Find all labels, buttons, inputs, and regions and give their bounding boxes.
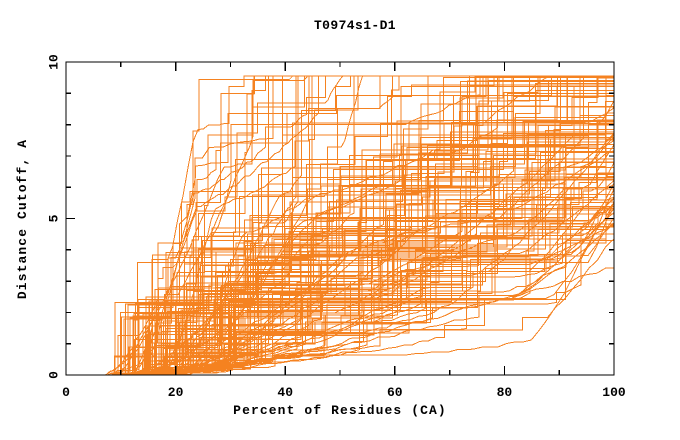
data-curve: [159, 83, 614, 376]
data-curve: [117, 76, 293, 376]
data-curve: [148, 124, 614, 375]
data-curve: [105, 75, 358, 376]
data-curve: [115, 191, 615, 374]
data-curve: [146, 106, 614, 376]
plot-frame: [65, 61, 615, 376]
data-curve: [134, 76, 299, 376]
x-tick-label-0: 0: [62, 385, 70, 400]
y-axis-label: Distance Cutoff, A: [15, 139, 30, 299]
data-curve: [107, 75, 309, 376]
data-curve: [172, 75, 614, 376]
data-curve: [146, 206, 614, 376]
page-title: T0974s1-D1: [314, 18, 396, 33]
x-tick-label-100: 100: [602, 385, 626, 400]
y-tick-label-10: 10: [47, 54, 62, 70]
data-curve: [111, 205, 615, 374]
data-curve: [167, 122, 614, 376]
data-curve: [150, 150, 614, 376]
data-curve: [127, 139, 615, 374]
data-curve: [155, 133, 614, 376]
data-curve: [122, 80, 614, 376]
data-curve: [124, 150, 615, 376]
data-curve: [155, 75, 518, 376]
data-curve: [161, 76, 615, 375]
data-curve: [121, 75, 601, 375]
data-curve: [144, 133, 614, 376]
x-tick-label-20: 20: [168, 385, 184, 400]
data-curve: [145, 219, 614, 376]
axis-tick-labels-layer: 0 20 40 60 80 100 0 5 10: [47, 54, 626, 400]
data-curve: [107, 76, 313, 376]
data-curve: [140, 196, 615, 375]
data-curve: [162, 75, 614, 376]
data-curve: [150, 75, 614, 375]
x-tick-label-60: 60: [387, 385, 403, 400]
data-curve: [134, 177, 614, 376]
data-curves-layer: [105, 75, 615, 376]
data-curve: [135, 76, 297, 376]
x-tick-label-40: 40: [277, 385, 293, 400]
data-curve: [126, 106, 614, 376]
data-curve: [130, 172, 614, 376]
data-curve: [155, 75, 373, 376]
data-curve: [144, 147, 614, 376]
data-curve: [161, 75, 419, 376]
y-tick-label-5: 5: [47, 214, 62, 222]
data-curve: [172, 76, 343, 376]
data-curve: [131, 75, 543, 376]
y-tick-label-0: 0: [47, 371, 62, 379]
data-curve: [158, 76, 363, 375]
data-curve: [116, 133, 615, 374]
data-curve: [164, 76, 614, 376]
x-tick-label-80: 80: [497, 385, 513, 400]
data-curve: [145, 112, 614, 376]
data-curve: [182, 76, 269, 375]
data-curve: [106, 75, 580, 376]
data-curve: [115, 129, 614, 376]
x-axis-label: Percent of Residues (CA): [233, 403, 447, 418]
data-curve: [173, 75, 550, 376]
